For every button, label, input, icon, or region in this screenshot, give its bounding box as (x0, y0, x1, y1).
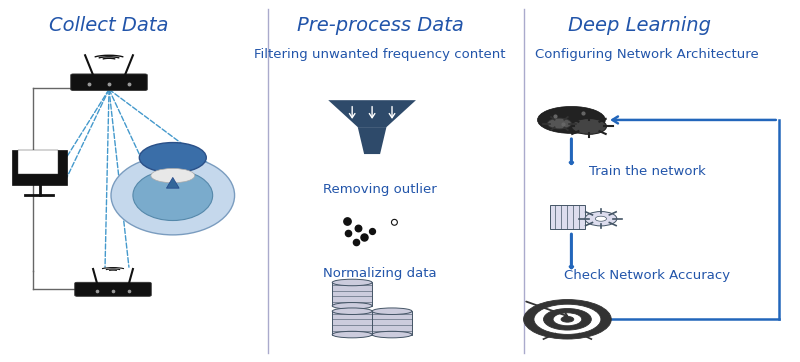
Circle shape (571, 118, 606, 134)
Text: Pre-process Data: Pre-process Data (297, 16, 463, 35)
Point (340, 218, 353, 223)
Ellipse shape (372, 331, 412, 338)
Point (358, 234, 370, 240)
Ellipse shape (332, 303, 372, 309)
Bar (372, 311, 412, 334)
Ellipse shape (151, 168, 194, 183)
Point (388, 219, 401, 225)
FancyBboxPatch shape (12, 150, 66, 185)
Circle shape (585, 211, 617, 226)
Text: Deep Learning: Deep Learning (568, 16, 710, 35)
Circle shape (547, 118, 571, 129)
Ellipse shape (538, 106, 606, 134)
Text: Check Network Accuracy: Check Network Accuracy (564, 269, 730, 282)
Ellipse shape (332, 308, 372, 315)
Circle shape (534, 304, 601, 334)
FancyBboxPatch shape (70, 74, 147, 90)
Ellipse shape (133, 170, 213, 220)
Text: Filtering unwanted frequency content: Filtering unwanted frequency content (254, 48, 506, 61)
Text: Removing outlier: Removing outlier (323, 183, 437, 196)
Ellipse shape (332, 279, 372, 286)
Text: Collect Data: Collect Data (50, 16, 169, 35)
Ellipse shape (111, 156, 234, 235)
Text: Normalizing data: Normalizing data (323, 267, 437, 280)
FancyBboxPatch shape (74, 282, 151, 296)
Circle shape (595, 216, 606, 221)
Circle shape (139, 143, 206, 173)
Polygon shape (358, 127, 386, 154)
Bar (332, 311, 372, 334)
Point (342, 230, 354, 236)
Circle shape (523, 299, 611, 339)
Text: Configuring Network Architecture: Configuring Network Architecture (535, 48, 759, 61)
Polygon shape (328, 100, 416, 127)
Circle shape (543, 308, 591, 330)
Bar (332, 282, 372, 306)
Circle shape (561, 316, 574, 322)
Ellipse shape (372, 308, 412, 315)
FancyBboxPatch shape (550, 205, 585, 229)
Point (366, 228, 378, 234)
FancyBboxPatch shape (18, 150, 58, 174)
Point (351, 225, 364, 231)
Ellipse shape (332, 331, 372, 338)
Circle shape (553, 313, 582, 326)
Text: Train the network: Train the network (589, 165, 706, 178)
Point (350, 239, 362, 245)
Polygon shape (166, 177, 179, 188)
